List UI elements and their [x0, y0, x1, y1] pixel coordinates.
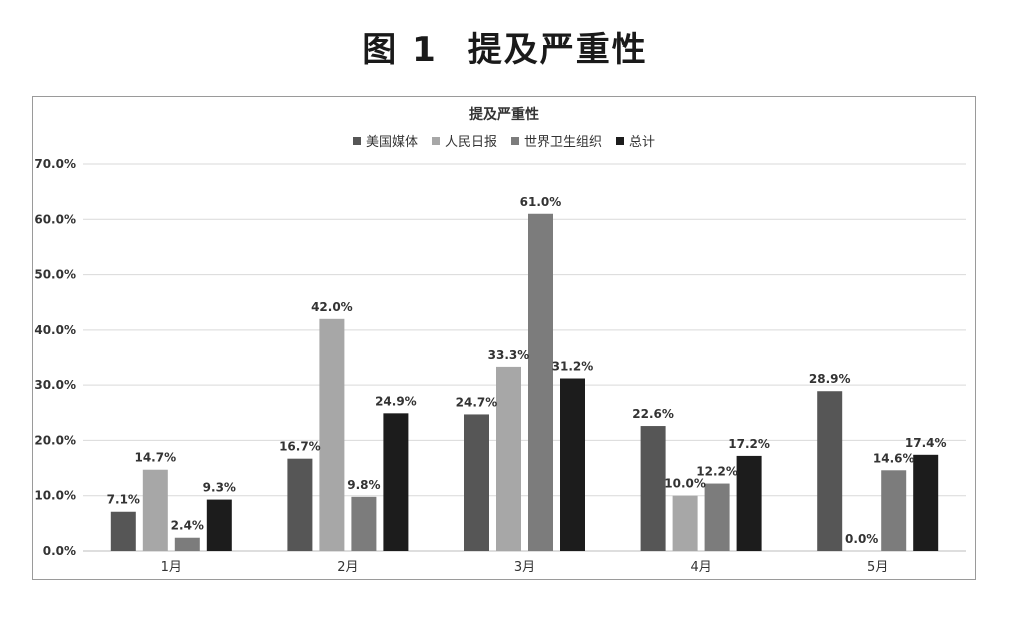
y-tick-label: 30.0%: [34, 378, 76, 392]
bar: [142, 469, 168, 551]
bar: [383, 413, 409, 551]
legend-swatch: [432, 137, 440, 145]
bar: [287, 458, 313, 551]
x-tick-label: 1月: [161, 560, 182, 575]
bar: [319, 318, 345, 551]
bar: [672, 495, 698, 551]
bar: [496, 366, 521, 551]
data-label: 10.0%: [664, 477, 706, 491]
data-label: 14.7%: [134, 451, 176, 465]
data-label: 2.4%: [171, 519, 204, 533]
data-label: 17.4%: [905, 436, 947, 450]
data-label: 28.9%: [809, 372, 851, 386]
data-label: 16.7%: [279, 440, 321, 454]
y-tick-label: 20.0%: [34, 433, 76, 447]
legend-entry: 世界卫生组织: [524, 135, 602, 150]
data-label: 0.0%: [845, 532, 878, 546]
x-tick-label: 5月: [867, 560, 888, 575]
chart-title: 提及严重性: [469, 106, 539, 123]
bar: [704, 483, 730, 551]
bar: [110, 511, 136, 551]
legend-entry: 美国媒体: [366, 135, 418, 150]
bar: [528, 213, 553, 551]
legend-entry: 人民日报: [445, 135, 497, 150]
legend-swatch: [616, 137, 624, 145]
data-label: 33.3%: [488, 348, 530, 362]
bar: [464, 414, 489, 551]
bar: [817, 391, 843, 551]
gridlines: [83, 163, 966, 552]
y-tick-label: 40.0%: [34, 323, 76, 337]
figure-number: 图 1: [362, 30, 438, 70]
legend-entry: 总计: [629, 135, 655, 150]
bar: [640, 426, 666, 551]
bar: [560, 378, 585, 551]
data-label: 9.8%: [347, 478, 380, 492]
bar-chart: 提及严重性 美国媒体 人民日报 世界卫生组织 总计 0.0% 10.0% 20.0% 30.…: [34, 106, 966, 575]
legend-swatch: [511, 137, 519, 145]
legend-swatch: [353, 137, 361, 145]
data-label: 17.2%: [728, 437, 770, 451]
data-label: 24.7%: [456, 395, 498, 409]
bar: [351, 496, 377, 551]
bar: [174, 537, 200, 551]
data-label: 22.6%: [632, 407, 674, 421]
x-tick-label: 2月: [337, 560, 358, 575]
bar: [913, 454, 939, 551]
x-tick-label: 4月: [690, 560, 711, 575]
y-tick-label: 50.0%: [34, 268, 76, 282]
y-tick-label: 10.0%: [34, 489, 76, 503]
data-label: 42.0%: [311, 300, 353, 314]
y-tick-label: 70.0%: [34, 157, 76, 171]
data-label: 9.3%: [203, 481, 236, 495]
figure-caption: 提及严重性: [467, 30, 648, 70]
data-labels: 7.1% 14.7% 2.4% 9.3% 16.7% 42.0% 9.8% 24.9% 24.7…: [107, 195, 947, 546]
bar: [736, 455, 762, 551]
legend: 美国媒体 人民日报 世界卫生组织 总计: [353, 135, 655, 150]
data-label: 14.6%: [873, 451, 915, 465]
chart-frame: 提及严重性 美国媒体 人民日报 世界卫生组织 总计 0.0% 10.0% 20.0% 30.…: [32, 96, 976, 580]
data-label: 7.1%: [107, 493, 140, 507]
x-axis: 1月 2月 3月 4月 5月: [161, 560, 889, 575]
y-axis: 0.0% 10.0% 20.0% 30.0% 40.0% 50.0% 60.0% 70.0%: [34, 157, 76, 558]
figure-title: 图 1 提及严重性: [0, 22, 1010, 71]
x-tick-label: 3月: [514, 560, 535, 575]
bars: [110, 213, 939, 551]
data-label: 31.2%: [552, 360, 594, 374]
y-tick-label: 60.0%: [34, 212, 76, 226]
data-label: 61.0%: [520, 195, 562, 209]
data-label: 24.9%: [375, 394, 417, 408]
bar: [881, 470, 907, 551]
data-label: 12.2%: [696, 465, 738, 479]
bar: [206, 499, 232, 551]
y-tick-label: 0.0%: [43, 544, 76, 558]
